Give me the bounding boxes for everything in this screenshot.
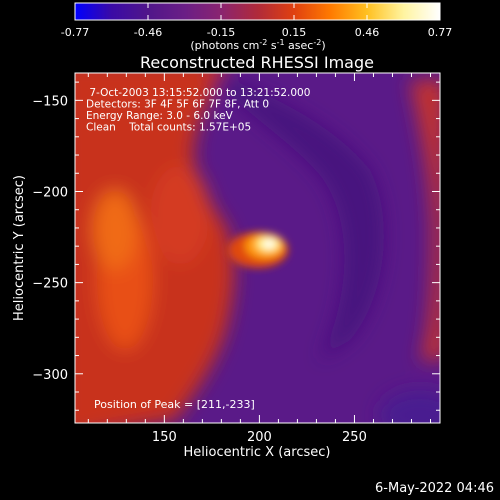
colorbar-tick-label: 0.46 bbox=[355, 26, 380, 39]
y-axis: −150 −200 −250 −300 bbox=[32, 81, 440, 411]
chart-title: Reconstructed RHESSI Image bbox=[140, 53, 374, 72]
colorbar-tick-label: 0.77 bbox=[428, 26, 453, 39]
x-tick-label: 150 bbox=[152, 430, 177, 445]
colorbar-units: (photons cm-2 s-1 asec-2) bbox=[190, 38, 325, 52]
y-tick-label: −250 bbox=[32, 277, 68, 292]
plot-frame bbox=[74, 72, 441, 424]
info-line: Energy Range: 3.0 - 6.0 keV bbox=[86, 110, 234, 122]
x-axis-label: Heliocentric X (arcsec) bbox=[184, 445, 331, 460]
heatmap-image bbox=[75, 73, 440, 423]
info-line: 7-Oct-2003 13:15:52.000 to 13:21:52.000 bbox=[86, 87, 310, 99]
x-axis: 150 200 250 bbox=[87, 73, 431, 445]
y-tick-label: −200 bbox=[32, 185, 68, 200]
info-text-block: 7-Oct-2003 13:15:52.000 to 13:21:52.000D… bbox=[86, 87, 310, 134]
x-tick-label: 200 bbox=[247, 430, 272, 445]
colorbar-tick-label: -0.15 bbox=[207, 26, 235, 39]
colorbar-tick-label: -0.77 bbox=[61, 26, 89, 39]
colorbar-strip bbox=[74, 2, 441, 21]
y-tick-label: −150 bbox=[32, 94, 68, 109]
peak-position-label: Position of Peak = [211,-233] bbox=[94, 398, 255, 411]
colorbar-tick-label: -0.46 bbox=[134, 26, 162, 39]
x-tick-label: 250 bbox=[342, 430, 367, 445]
colorbar: -0.77 -0.46 -0.15 0.15 0.46 0.77 (photons cm-… bbox=[61, 2, 453, 52]
info-line: Detectors: 3F 4F 5F 6F 7F 8F, Att 0 bbox=[86, 99, 269, 111]
y-axis-label: Heliocentric Y (arcsec) bbox=[12, 175, 27, 321]
y-tick-label: −300 bbox=[32, 368, 68, 383]
info-line: Clean Total counts: 1.57E+05 bbox=[86, 122, 251, 134]
colorbar-tick-label: 0.15 bbox=[282, 26, 307, 39]
footer-date: 6-May-2022 04:46 bbox=[375, 481, 494, 496]
